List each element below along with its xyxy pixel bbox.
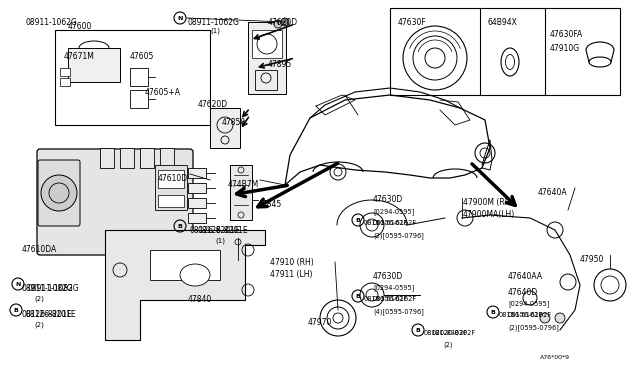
Bar <box>60 78 70 86</box>
Text: 47640D: 47640D <box>508 288 538 297</box>
Ellipse shape <box>180 264 210 286</box>
Bar <box>248 22 286 94</box>
Bar <box>158 170 184 188</box>
Text: 47840: 47840 <box>188 295 212 304</box>
Text: 47630F: 47630F <box>398 18 427 27</box>
Text: 47640A: 47640A <box>538 188 568 197</box>
Text: [0294-0595]: [0294-0595] <box>373 208 414 215</box>
Bar <box>252 30 282 58</box>
Text: 08911-1082G: 08911-1082G <box>28 284 80 293</box>
Bar <box>188 213 206 223</box>
Text: 47640AA: 47640AA <box>508 272 543 281</box>
Text: 08911-1062G: 08911-1062G <box>188 18 240 27</box>
Text: 47620D: 47620D <box>198 100 228 109</box>
Bar <box>155 165 187 210</box>
Text: 08126-8201E: 08126-8201E <box>190 226 241 235</box>
Text: 08156-6162F: 08156-6162F <box>373 220 417 226</box>
Bar <box>230 165 252 220</box>
Bar <box>55 30 210 125</box>
Circle shape <box>540 313 550 323</box>
Text: (2): (2) <box>34 322 44 328</box>
Text: B: B <box>13 308 19 312</box>
Text: N: N <box>177 16 182 20</box>
Circle shape <box>555 313 565 323</box>
Bar <box>130 68 148 86</box>
Bar <box>188 183 206 193</box>
Text: 474B7M: 474B7M <box>228 180 259 189</box>
Bar <box>68 48 120 82</box>
Text: 47630FA: 47630FA <box>550 30 583 39</box>
Text: B: B <box>356 218 360 222</box>
Bar <box>390 8 620 95</box>
Text: (2): (2) <box>34 296 44 302</box>
Text: 08156-6162F: 08156-6162F <box>364 296 408 302</box>
Text: B: B <box>177 224 182 228</box>
Bar <box>158 195 184 207</box>
Text: B: B <box>356 294 360 298</box>
Bar <box>120 148 134 168</box>
Text: 47610DA: 47610DA <box>22 245 57 254</box>
Circle shape <box>41 175 77 211</box>
FancyBboxPatch shape <box>37 149 193 255</box>
Text: 08120-8302F: 08120-8302F <box>432 330 476 336</box>
Text: (4)[0595-0796]: (4)[0595-0796] <box>373 308 424 315</box>
Text: 47671M: 47671M <box>64 52 95 61</box>
Text: 08156-6162F: 08156-6162F <box>364 220 408 226</box>
Text: (1): (1) <box>210 28 220 35</box>
Circle shape <box>274 20 282 28</box>
Text: 47900M (RH): 47900M (RH) <box>463 198 513 207</box>
Text: 47610D: 47610D <box>158 174 188 183</box>
Text: 64B94X: 64B94X <box>488 18 518 27</box>
Text: 47845: 47845 <box>258 200 282 209</box>
Bar <box>160 148 174 168</box>
Text: 47910G: 47910G <box>550 44 580 53</box>
Text: 08156-6162F: 08156-6162F <box>499 312 543 318</box>
Text: B: B <box>415 327 420 333</box>
Text: [0294-0595]: [0294-0595] <box>373 284 414 291</box>
Bar <box>140 148 154 168</box>
Text: (2)[0595-0796]: (2)[0595-0796] <box>373 232 424 239</box>
Text: 47910 (RH): 47910 (RH) <box>270 258 314 267</box>
Bar <box>130 90 148 108</box>
Text: 08156-6162F: 08156-6162F <box>373 296 417 302</box>
FancyBboxPatch shape <box>38 160 80 226</box>
Text: 47600: 47600 <box>68 22 92 31</box>
Text: [0294-0595]: [0294-0595] <box>508 300 549 307</box>
Text: 47605: 47605 <box>130 52 154 61</box>
Text: (2)[0595-0796]: (2)[0595-0796] <box>508 324 559 331</box>
Text: B: B <box>491 310 495 314</box>
Text: 47620D: 47620D <box>268 18 298 27</box>
Text: (1): (1) <box>215 238 225 244</box>
Text: 47895: 47895 <box>268 60 292 69</box>
Text: A76*00*9: A76*00*9 <box>540 355 570 360</box>
Text: 47970: 47970 <box>308 318 332 327</box>
Text: (2): (2) <box>443 342 452 349</box>
Text: 47911 (LH): 47911 (LH) <box>270 270 312 279</box>
Text: 08911-1082G: 08911-1082G <box>22 284 74 293</box>
Text: 08126-8201E: 08126-8201E <box>22 310 72 319</box>
Polygon shape <box>105 230 265 340</box>
Bar <box>100 148 114 168</box>
Text: 08126-8201E: 08126-8201E <box>26 310 77 319</box>
Circle shape <box>281 18 289 26</box>
Text: 47900MA(LH): 47900MA(LH) <box>463 210 515 219</box>
Text: 08120-8302F: 08120-8302F <box>424 330 468 336</box>
Text: 47605+A: 47605+A <box>145 88 181 97</box>
Text: 08126-8201E: 08126-8201E <box>198 226 248 235</box>
Text: 08156-6162F: 08156-6162F <box>508 312 552 318</box>
Text: 47850: 47850 <box>222 118 246 127</box>
Text: 47950: 47950 <box>580 255 604 264</box>
Text: N: N <box>15 282 20 286</box>
Text: 47630D: 47630D <box>373 272 403 281</box>
Bar <box>188 198 206 208</box>
Bar <box>60 68 70 76</box>
Bar <box>150 250 220 280</box>
Bar <box>188 168 206 178</box>
Text: 08911-1062G: 08911-1062G <box>26 18 78 27</box>
Bar <box>255 70 277 90</box>
Text: 47630D: 47630D <box>373 195 403 204</box>
Bar <box>210 108 240 148</box>
